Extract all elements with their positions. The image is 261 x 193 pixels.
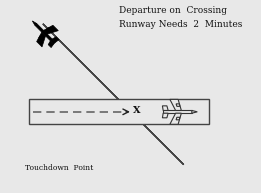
Polygon shape xyxy=(37,32,45,47)
Polygon shape xyxy=(39,36,42,40)
Polygon shape xyxy=(48,41,54,47)
Polygon shape xyxy=(29,99,209,124)
Text: Touchdown  Point: Touchdown Point xyxy=(26,163,94,172)
Polygon shape xyxy=(176,117,180,120)
Polygon shape xyxy=(44,25,58,34)
Polygon shape xyxy=(162,106,168,110)
Polygon shape xyxy=(32,21,37,25)
Polygon shape xyxy=(170,113,181,124)
Polygon shape xyxy=(192,110,197,113)
Text: Departure on  Crossing
Runway Needs  2  Minutes: Departure on Crossing Runway Needs 2 Min… xyxy=(119,6,243,29)
Polygon shape xyxy=(47,27,51,31)
Polygon shape xyxy=(163,110,192,113)
Text: X: X xyxy=(133,106,141,115)
Polygon shape xyxy=(162,113,168,118)
Polygon shape xyxy=(52,37,59,42)
Polygon shape xyxy=(35,24,55,44)
Polygon shape xyxy=(176,104,180,106)
Polygon shape xyxy=(170,99,181,110)
